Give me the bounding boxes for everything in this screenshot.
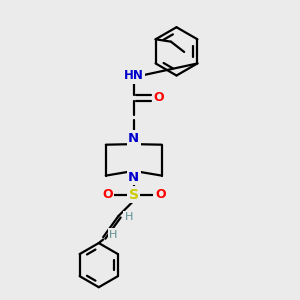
- Text: N: N: [128, 171, 140, 184]
- Text: O: O: [102, 188, 112, 201]
- Text: S: S: [129, 188, 139, 202]
- Text: O: O: [154, 91, 164, 104]
- Text: H: H: [124, 212, 133, 222]
- Text: N: N: [128, 132, 140, 145]
- Text: O: O: [155, 188, 166, 201]
- Text: HN: HN: [124, 69, 144, 82]
- Text: H: H: [109, 230, 118, 240]
